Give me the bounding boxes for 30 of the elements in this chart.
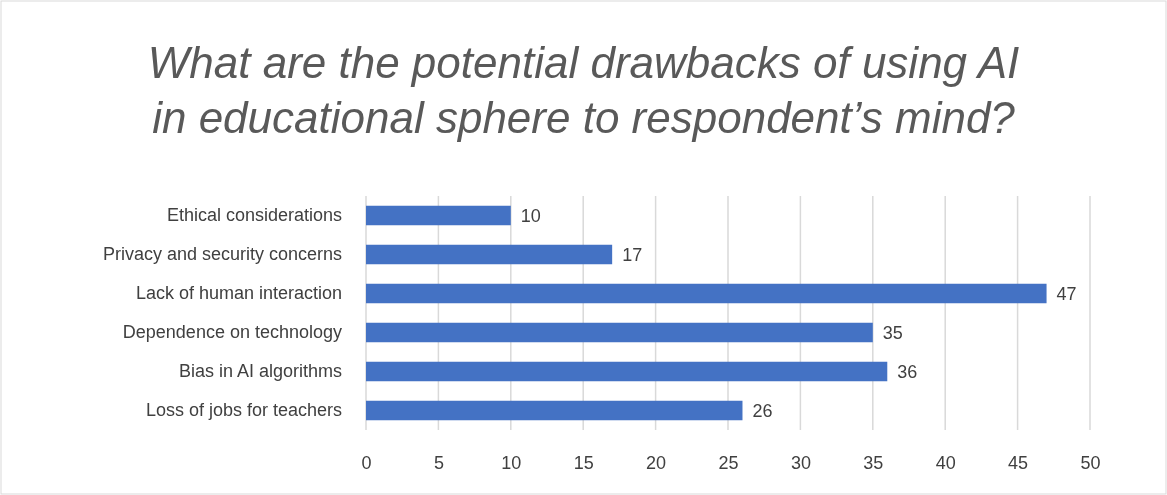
bar [366, 205, 511, 226]
x-tick-label: 25 [718, 452, 739, 473]
x-tick-label: 30 [790, 452, 811, 473]
data-label: 10 [520, 205, 541, 226]
bar [366, 322, 873, 343]
y-tick-label: Bias in AI algorithms [178, 361, 342, 382]
y-tick-label: Loss of jobs for teachers [145, 400, 342, 421]
bar [366, 283, 1047, 304]
y-tick-label: Dependence on technology [122, 322, 342, 343]
x-tick-label: 40 [935, 452, 956, 473]
data-label: 47 [1056, 283, 1077, 304]
bar [366, 361, 888, 382]
chart-title: What are the potential drawbacks of using AI in educational sphere to respondent’s mind? [147, 38, 1020, 142]
y-tick-label: Privacy and security concerns [102, 244, 342, 265]
y-tick-label: Lack of human interaction [135, 283, 342, 304]
x-tick-label: 5 [433, 452, 444, 473]
y-tick-label: Ethical considerations [166, 205, 342, 226]
x-tick-label: 10 [501, 452, 522, 473]
bar [366, 400, 743, 421]
x-tick-label: 0 [361, 452, 372, 473]
x-tick-label: 35 [863, 452, 884, 473]
x-tick-label: 50 [1080, 452, 1101, 473]
x-tick-label: 15 [573, 452, 594, 473]
bar [366, 244, 613, 265]
data-label: 17 [622, 244, 643, 265]
data-label: 36 [897, 361, 918, 382]
x-tick-label: 45 [1008, 452, 1029, 473]
data-label: 35 [882, 322, 903, 343]
x-tick-label: 20 [646, 452, 667, 473]
data-label: 26 [752, 400, 773, 421]
